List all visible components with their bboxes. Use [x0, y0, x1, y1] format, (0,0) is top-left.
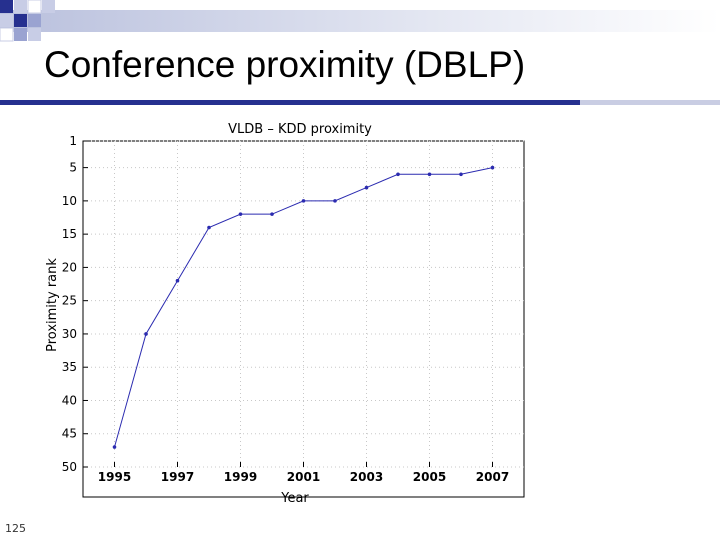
- data-point: [333, 199, 337, 203]
- x-axis-label: Year: [280, 491, 309, 506]
- data-point: [175, 278, 180, 283]
- data-point: [427, 172, 432, 177]
- x-tick-label: 2005: [413, 470, 446, 484]
- header-decoration: [0, 0, 720, 105]
- x-tick-label: 1997: [161, 470, 194, 484]
- x-axis-ticks: 1995 1997 1999 2001 2003 2005 2007: [98, 462, 509, 484]
- y-tick-label: 25: [62, 294, 77, 308]
- data-point: [459, 172, 463, 177]
- data-point: [207, 225, 211, 230]
- y-tick-label: 35: [62, 360, 77, 374]
- page-title: Conference proximity (DBLP): [44, 44, 526, 85]
- proximity-chart: VLDB – KDD proximity 1510152025303540455…: [45, 122, 525, 506]
- data-point: [364, 185, 369, 190]
- y-tick-label: 45: [62, 427, 77, 441]
- data-point: [301, 199, 306, 203]
- y-tick-label: 15: [62, 227, 77, 241]
- x-tick-label: 1999: [224, 470, 257, 484]
- plot-frame: [82, 140, 525, 498]
- x-tick-label: 1995: [98, 470, 131, 484]
- y-tick-label: 40: [62, 393, 77, 407]
- y-axis-label: Proximity rank: [45, 258, 60, 352]
- series-group: [112, 165, 495, 449]
- title-underline-fade: [580, 100, 720, 105]
- decorative-squares: [0, 0, 55, 42]
- x-tick-label: 2001: [287, 470, 320, 484]
- data-point: [490, 165, 495, 170]
- y-tick-label: 10: [62, 194, 77, 208]
- data-point: [238, 212, 243, 216]
- data-point: [396, 172, 400, 177]
- y-tick-label: 5: [69, 161, 77, 175]
- title-underline: [0, 100, 580, 105]
- header-band: [0, 10, 720, 32]
- page-number: 125: [5, 522, 26, 535]
- y-tick-label: 20: [62, 260, 77, 274]
- data-point: [144, 332, 148, 336]
- data-point: [270, 212, 274, 216]
- data-point: [112, 445, 117, 449]
- y-tick-label: 1: [69, 134, 77, 148]
- chart-title: VLDB – KDD proximity: [228, 122, 372, 137]
- y-tick-label: 50: [62, 460, 77, 474]
- x-tick-label: 2007: [476, 470, 509, 484]
- y-tick-label: 30: [62, 327, 77, 341]
- x-tick-label: 2003: [350, 470, 383, 484]
